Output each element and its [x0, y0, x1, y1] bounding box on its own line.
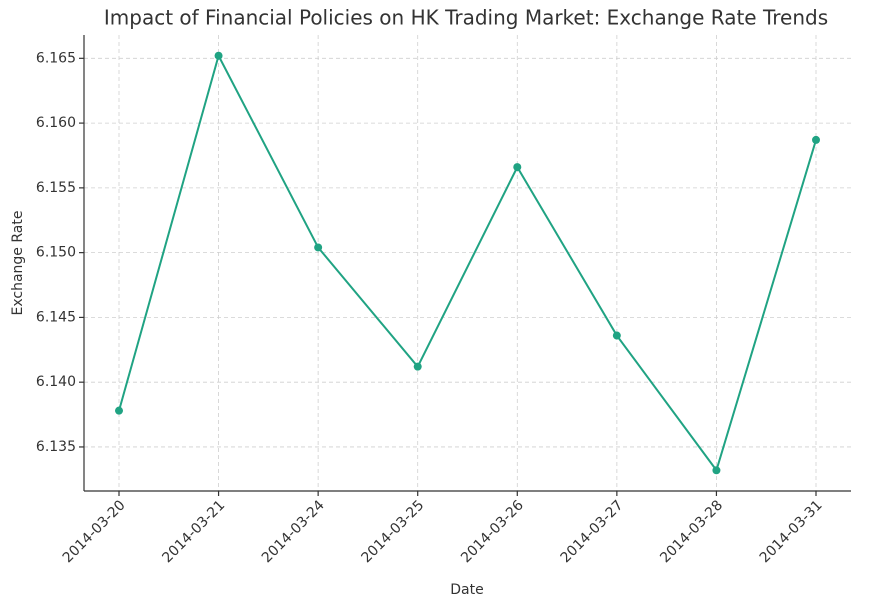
point	[413, 362, 422, 371]
x-tick-label: 2014-03-20	[60, 497, 129, 566]
point	[712, 466, 721, 475]
point	[812, 135, 820, 144]
y-tick-label: 6.160	[36, 115, 76, 131]
x-tick-label: 2014-03-31	[757, 497, 826, 566]
y-tick-label: 6.145	[36, 309, 76, 325]
y-axis-label: Exchange Rate	[10, 211, 26, 316]
point	[314, 243, 323, 252]
x-axis-label: Date	[450, 582, 483, 598]
x-tick-label: 2014-03-25	[359, 497, 428, 566]
y-tick-label: 6.150	[36, 245, 76, 261]
x-tick-label: 2014-03-28	[657, 497, 726, 566]
y-tick-label: 6.135	[36, 439, 76, 455]
x-tick-label: 2014-03-24	[259, 497, 328, 566]
y-tick-label: 6.155	[36, 180, 76, 196]
y-tick-label: 6.140	[36, 374, 76, 390]
x-tick-label: 2014-03-26	[458, 497, 527, 566]
point	[115, 406, 123, 415]
point	[612, 331, 621, 340]
line	[118, 53, 817, 473]
point	[214, 51, 223, 60]
y-tick-label: 6.165	[36, 50, 76, 66]
point	[513, 163, 522, 172]
x-tick-label: 2014-03-27	[558, 497, 627, 566]
chart-title: Impact of Financial Policies on HK Tradi…	[104, 6, 828, 30]
x-tick-label: 2014-03-21	[159, 497, 228, 566]
